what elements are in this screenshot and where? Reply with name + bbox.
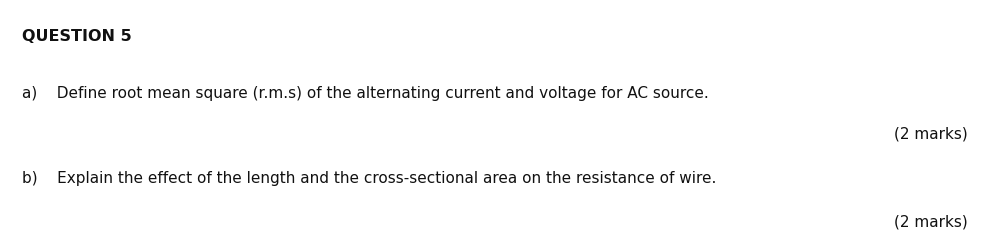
Text: (2 marks): (2 marks) (895, 126, 968, 141)
Text: a)    Define root mean square (r.m.s) of the alternating current and voltage for: a) Define root mean square (r.m.s) of th… (22, 86, 709, 101)
Text: (2 marks): (2 marks) (895, 214, 968, 229)
Text: QUESTION 5: QUESTION 5 (22, 29, 132, 44)
Text: b)    Explain the effect of the length and the cross-sectional area on the resis: b) Explain the effect of the length and … (22, 171, 716, 186)
